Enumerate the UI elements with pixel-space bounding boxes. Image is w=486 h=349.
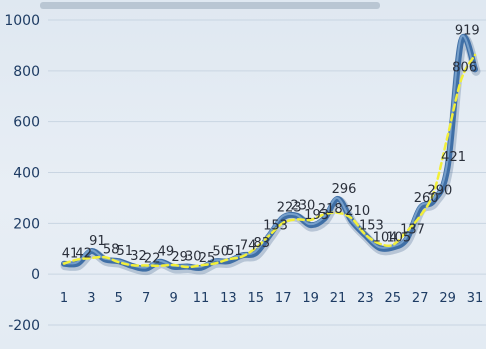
data-label: 919 bbox=[455, 24, 480, 39]
data-label: 290 bbox=[427, 183, 452, 198]
y-tick-label: -200 bbox=[8, 318, 40, 334]
data-label: 230 bbox=[290, 199, 315, 214]
data-label: 25 bbox=[199, 251, 216, 266]
x-tick-label: 23 bbox=[357, 291, 374, 306]
data-label: 210 bbox=[345, 204, 370, 219]
data-label: 260 bbox=[414, 191, 439, 206]
data-label: 91 bbox=[89, 234, 106, 249]
y-tick-label: 400 bbox=[13, 166, 40, 182]
x-tick-label: 5 bbox=[115, 291, 123, 306]
data-label: 41 bbox=[62, 247, 79, 262]
data-label: 153 bbox=[359, 218, 384, 233]
data-label: 137 bbox=[400, 222, 425, 237]
x-tick-label: 27 bbox=[412, 291, 429, 306]
data-label: 58 bbox=[103, 242, 120, 257]
y-axis-ticks: -200 0 200 400 600 800 1000 bbox=[4, 13, 40, 334]
x-tick-label: 29 bbox=[439, 291, 456, 306]
y-tick-label: 200 bbox=[13, 216, 40, 232]
trend-layer bbox=[62, 53, 477, 269]
data-label: 30 bbox=[185, 250, 202, 265]
x-tick-label: 15 bbox=[248, 291, 265, 306]
data-label: 51 bbox=[117, 244, 134, 259]
data-label: 50 bbox=[212, 244, 229, 259]
data-label: 83 bbox=[254, 236, 271, 251]
data-labels: 4142915851322249293025505174831532232301… bbox=[62, 24, 480, 267]
blurred-title bbox=[40, 2, 380, 9]
x-tick-label: 3 bbox=[87, 291, 95, 306]
data-label: 296 bbox=[332, 182, 357, 197]
x-tick-label: 21 bbox=[330, 291, 347, 306]
data-label: 193 bbox=[304, 208, 329, 223]
x-axis-ticks: 1 3 5 7 9 11 13 15 17 19 21 23 25 27 29 31 bbox=[60, 291, 483, 306]
y-tick-label: 0 bbox=[31, 267, 40, 283]
data-label: 223 bbox=[277, 200, 302, 215]
x-tick-label: 19 bbox=[302, 291, 319, 306]
y-tick-label: 1000 bbox=[4, 13, 40, 29]
x-tick-label: 17 bbox=[275, 291, 292, 306]
data-label: 105 bbox=[386, 230, 411, 245]
gridlines bbox=[48, 19, 486, 326]
data-label: 806 bbox=[452, 60, 477, 75]
x-tick-label: 1 bbox=[60, 291, 68, 306]
x-tick-label: 11 bbox=[193, 291, 210, 306]
data-label: 153 bbox=[263, 218, 288, 233]
data-label: 218 bbox=[318, 202, 343, 217]
y-tick-label: 800 bbox=[13, 64, 40, 80]
data-label: 51 bbox=[226, 244, 243, 259]
trend-line bbox=[62, 53, 477, 269]
x-tick-label: 9 bbox=[169, 291, 177, 306]
data-label: 49 bbox=[158, 245, 175, 260]
x-tick-label: 7 bbox=[142, 291, 150, 306]
x-tick-label: 25 bbox=[385, 291, 402, 306]
x-tick-label: 13 bbox=[220, 291, 237, 306]
x-tick-label: 31 bbox=[467, 291, 484, 306]
data-label: 42 bbox=[75, 246, 92, 261]
data-label: 29 bbox=[171, 250, 188, 265]
data-label: 32 bbox=[130, 249, 147, 264]
data-label: 421 bbox=[441, 150, 466, 165]
data-label: 22 bbox=[144, 252, 161, 267]
data-label: 104 bbox=[373, 231, 398, 246]
data-label: 74 bbox=[240, 238, 257, 253]
y-tick-label: 600 bbox=[13, 115, 40, 131]
